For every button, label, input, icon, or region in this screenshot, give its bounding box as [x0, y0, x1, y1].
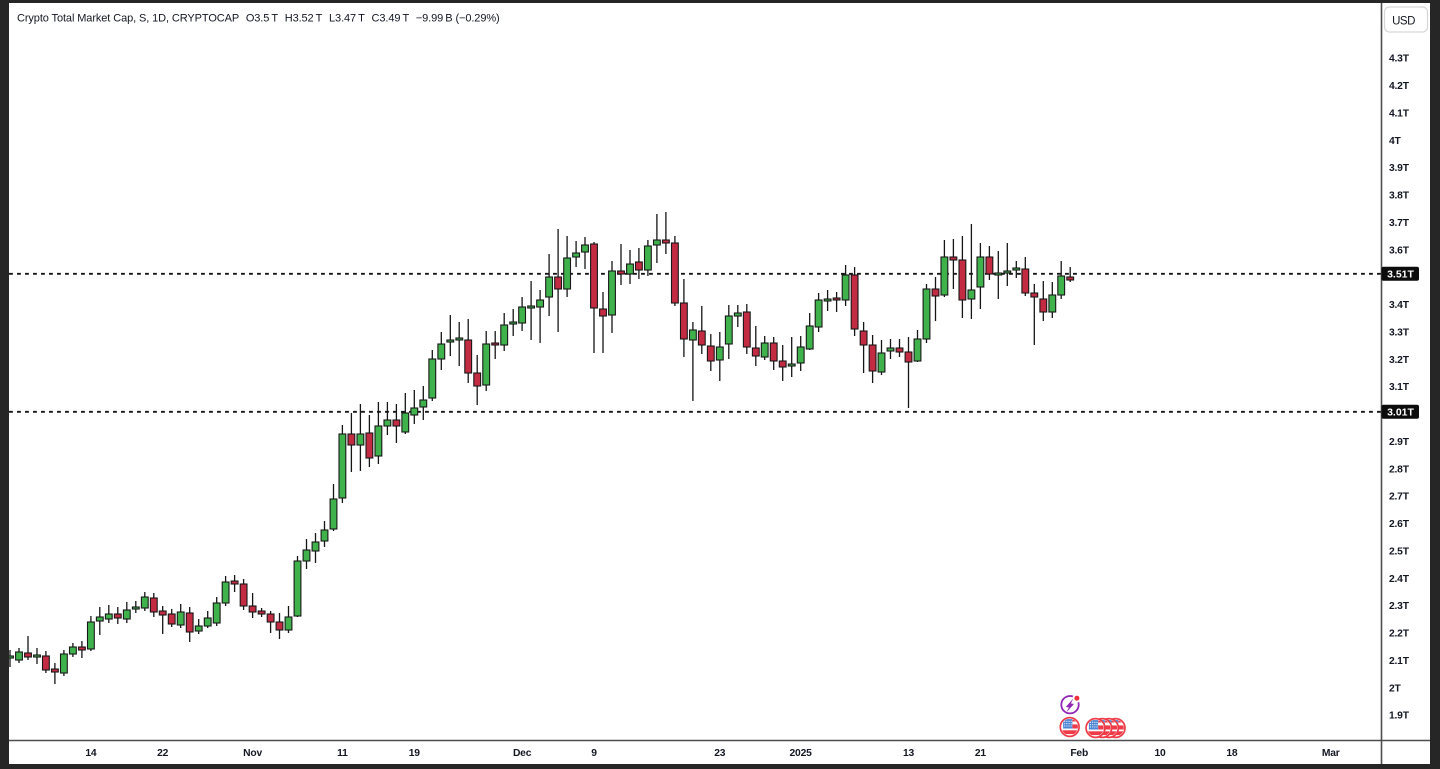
svg-text:18: 18: [1226, 748, 1238, 759]
svg-text:21: 21: [975, 748, 987, 759]
svg-text:Mar: Mar: [1322, 748, 1340, 759]
svg-text:2.9T: 2.9T: [1389, 437, 1410, 448]
svg-text:2025: 2025: [790, 748, 813, 759]
svg-text:3.3T: 3.3T: [1389, 328, 1410, 339]
svg-text:Feb: Feb: [1070, 748, 1088, 759]
svg-text:3.9T: 3.9T: [1389, 163, 1410, 174]
svg-text:2.2T: 2.2T: [1389, 629, 1410, 640]
svg-text:1.9T: 1.9T: [1389, 711, 1410, 722]
svg-text:13: 13: [903, 748, 915, 759]
svg-text:2.5T: 2.5T: [1389, 547, 1410, 558]
svg-text:14: 14: [85, 748, 97, 759]
svg-text:9: 9: [591, 748, 597, 759]
svg-text:4T: 4T: [1389, 136, 1402, 147]
svg-text:2.1T: 2.1T: [1389, 656, 1410, 667]
svg-text:3.4T: 3.4T: [1389, 300, 1410, 311]
svg-text:3.8T: 3.8T: [1389, 191, 1410, 202]
svg-text:2.7T: 2.7T: [1389, 492, 1410, 503]
svg-text:2T: 2T: [1389, 683, 1402, 694]
svg-text:2.3T: 2.3T: [1389, 601, 1410, 612]
svg-text:Dec: Dec: [513, 748, 532, 759]
svg-text:3.7T: 3.7T: [1389, 218, 1410, 229]
svg-text:4.1T: 4.1T: [1389, 109, 1410, 120]
svg-text:USD: USD: [1392, 15, 1415, 27]
svg-text:3.2T: 3.2T: [1389, 355, 1410, 366]
svg-text:4.3T: 4.3T: [1389, 54, 1410, 65]
svg-text:3.01T: 3.01T: [1387, 407, 1414, 419]
svg-text:3.6T: 3.6T: [1389, 245, 1410, 256]
svg-text:4.2T: 4.2T: [1389, 81, 1410, 92]
svg-text:Crypto Total Market Cap, S, 1D: Crypto Total Market Cap, S, 1D, CRYPTOCA…: [17, 13, 500, 25]
svg-text:19: 19: [409, 748, 421, 759]
svg-text:2.6T: 2.6T: [1389, 519, 1410, 530]
svg-text:3.51T: 3.51T: [1387, 269, 1414, 281]
svg-text:Nov: Nov: [243, 748, 262, 759]
svg-text:11: 11: [337, 748, 348, 759]
svg-text:23: 23: [714, 748, 726, 759]
svg-text:2.8T: 2.8T: [1389, 464, 1410, 475]
svg-text:2.4T: 2.4T: [1389, 574, 1410, 585]
svg-text:22: 22: [157, 748, 169, 759]
svg-text:10: 10: [1154, 748, 1166, 759]
svg-text:3.1T: 3.1T: [1389, 382, 1410, 393]
